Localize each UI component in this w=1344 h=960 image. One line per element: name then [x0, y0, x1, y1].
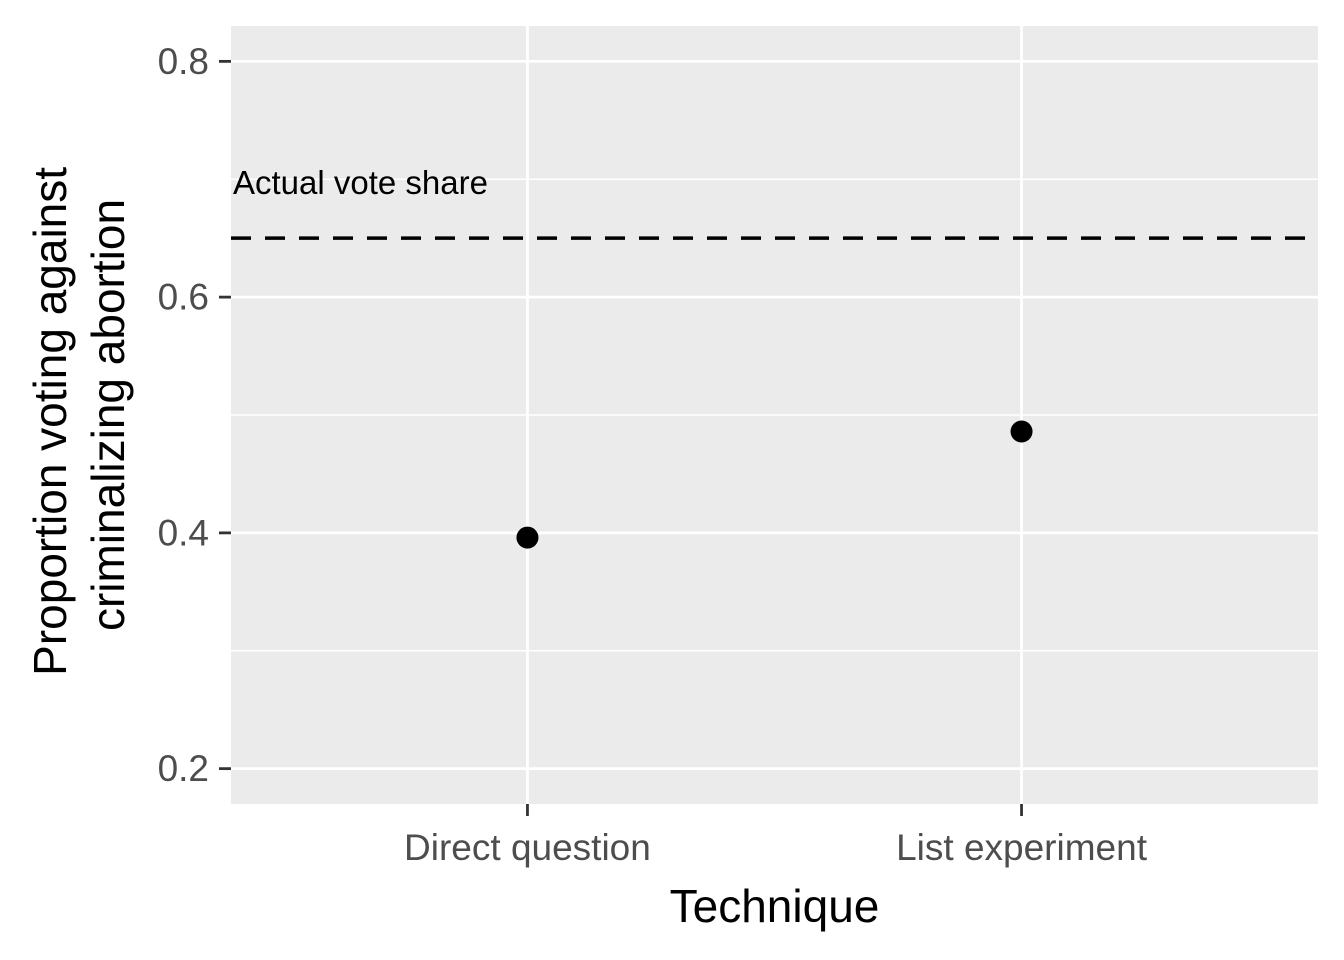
y-tick-label: 0.8	[158, 41, 209, 82]
data-point	[1010, 420, 1033, 443]
x-axis-ticks: Direct question List experiment	[404, 804, 1148, 868]
grid-major	[231, 26, 1318, 804]
y-axis-title: Proportion voting against criminalizing …	[24, 154, 134, 676]
y-tick-label: 0.2	[158, 748, 209, 789]
reference-line-label: Actual vote share	[233, 164, 488, 201]
y-tick-label: 0.6	[158, 277, 209, 318]
y-axis-ticks: 0.2 0.4 0.6 0.8	[158, 41, 231, 789]
y-axis-title-line-2: criminalizing abortion	[82, 199, 134, 631]
y-tick-label: 0.4	[158, 512, 209, 553]
y-axis-title-line-1: Proportion voting against	[24, 167, 76, 676]
x-axis-title: Technique	[670, 880, 880, 932]
data-point	[516, 526, 539, 549]
x-tick-label: Direct question	[404, 827, 651, 868]
grid-minor	[231, 178, 1318, 652]
data-points	[516, 420, 1033, 549]
x-tick-label: List experiment	[896, 827, 1148, 868]
